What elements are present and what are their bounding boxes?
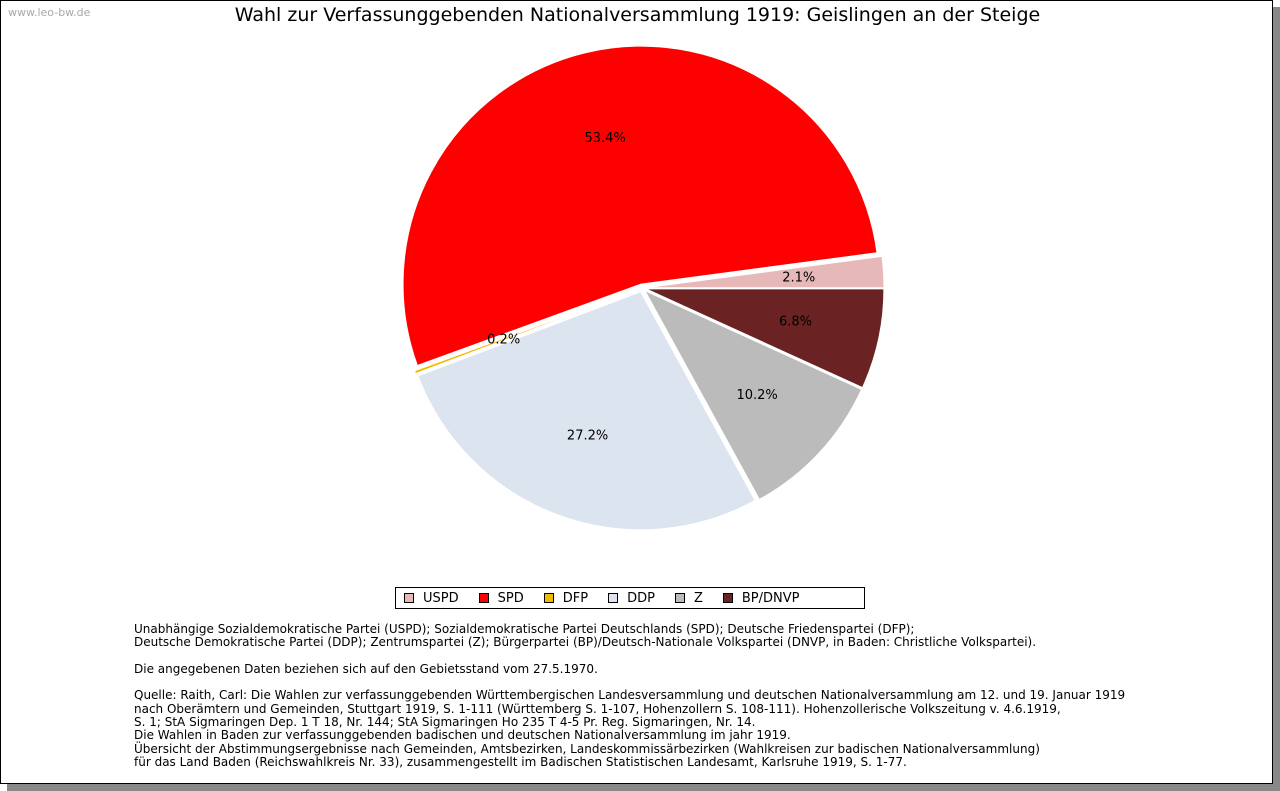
legend-label: USPD xyxy=(423,590,459,606)
legend: USPD SPD DFP DDP Z BP/DNVP xyxy=(395,587,865,609)
pie-label-uspd: 2.1% xyxy=(782,271,815,286)
pie-slice-spd xyxy=(402,45,878,367)
legend-swatch xyxy=(404,593,414,603)
legend-item-spd: SPD xyxy=(478,590,524,606)
legend-item-z: Z xyxy=(674,590,703,606)
pie-slice-uspd xyxy=(645,255,885,289)
legend-label: Z xyxy=(693,590,703,606)
legend-label: DDP xyxy=(627,590,655,606)
watermark: www.leo-bw.de xyxy=(8,6,91,19)
legend-swatch xyxy=(674,593,685,603)
legend-label: SPD xyxy=(497,590,524,606)
legend-item-ddp: DDP xyxy=(608,591,655,606)
legend-swatch xyxy=(478,593,489,603)
legend-label: DFP xyxy=(562,590,589,606)
note-line: Quelle: Raith, Carl: Die Wahlen zur verf… xyxy=(134,688,1126,703)
note-line: Die Wahlen in Baden zur verfassunggebend… xyxy=(134,728,791,743)
chart-title: Wahl zur Verfassunggebenden Nationalvers… xyxy=(234,4,1041,26)
note-line: S. 1; StA Sigmaringen Dep. 1 T 18, Nr. 1… xyxy=(134,715,756,730)
pie-label-z: 10.2% xyxy=(736,388,777,403)
legend-label: BP/DNVP xyxy=(741,590,800,606)
pie-label-ddp: 27.2% xyxy=(567,428,608,443)
note-line: Die angegebenen Daten beziehen sich auf … xyxy=(134,661,598,676)
note-line xyxy=(134,650,1234,663)
pie-slice-dfp xyxy=(413,288,639,375)
note-line: Deutsche Demokratische Partei (DDP); Zen… xyxy=(134,635,1037,650)
frame-shadow-right xyxy=(1273,7,1280,791)
frame-shadow-bottom xyxy=(7,784,1280,791)
note-line: Übersicht der Abstimmungsergebnisse nach… xyxy=(134,741,1040,756)
note-line: für das Land Baden (Reichswahlkreis Nr. … xyxy=(134,755,907,770)
legend-item-bp-dnvp: BP/DNVP xyxy=(722,590,800,606)
pie-slice-ddp xyxy=(417,291,756,531)
notes: Unabhängige Sozialdemokratische Partei (… xyxy=(134,622,1234,770)
pie-label-dfp: 0.2% xyxy=(487,332,520,347)
legend-swatch xyxy=(608,593,619,603)
legend-item-uspd: USPD xyxy=(404,591,459,606)
pie-label-spd: 53.4% xyxy=(584,131,625,146)
pie-chart: 2.1% 53.4% 0.2% 27.2% 10.2% 6.8% xyxy=(402,45,885,531)
legend-swatch xyxy=(543,593,554,603)
legend-item-dfp: DFP xyxy=(543,590,589,606)
pie-slice-z xyxy=(643,289,863,501)
pie-slice-bp-dnvp xyxy=(645,288,885,389)
legend-swatch xyxy=(722,593,733,603)
note-line: nach Oberämtern und Gemeinden, Stuttgart… xyxy=(134,701,1061,716)
pie-label-bp-dnvp: 6.8% xyxy=(779,314,812,329)
note-line: Unabhängige Sozialdemokratische Partei (… xyxy=(134,622,915,636)
